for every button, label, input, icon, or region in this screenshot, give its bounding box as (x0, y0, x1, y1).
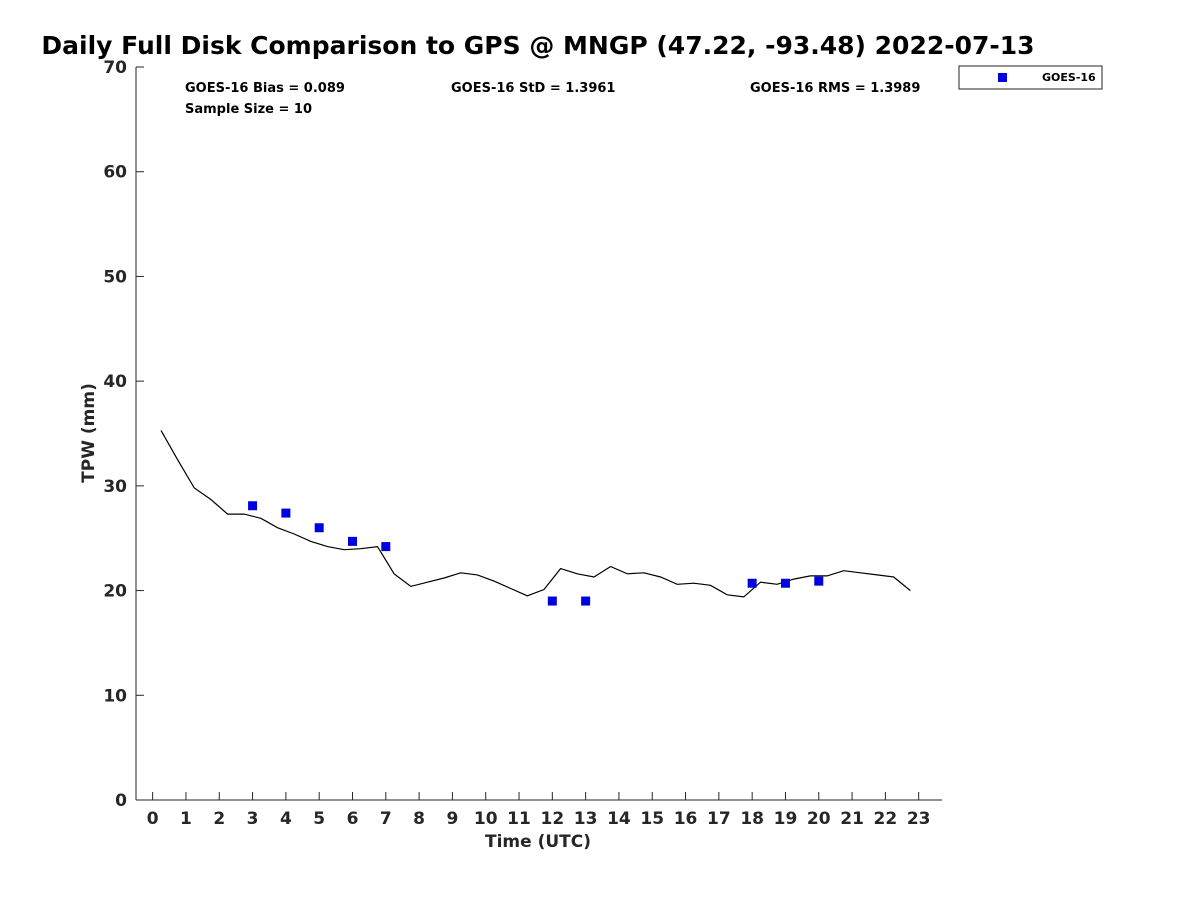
goes16-point (248, 501, 258, 511)
x-tick-label: 21 (840, 809, 864, 829)
x-tick-label: 2 (213, 809, 225, 829)
x-tick-label: 23 (907, 809, 931, 829)
x-tick-label: 7 (380, 809, 392, 829)
x-tick-label: 5 (313, 809, 325, 829)
x-tick-label: 15 (640, 809, 664, 829)
x-tick-label: 0 (147, 809, 159, 829)
goes16-point (347, 536, 357, 546)
stats-annotations: GOES-16 Bias = 0.089 GOES-16 StD = 1.396… (185, 81, 920, 117)
x-tick-label: 8 (413, 809, 425, 829)
sample-size-stat: Sample Size = 10 (185, 102, 312, 117)
goes16-point (547, 596, 557, 606)
y-tick-label: 0 (115, 791, 127, 811)
x-tick-label: 9 (446, 809, 458, 829)
x-tick-label: 10 (474, 809, 498, 829)
y-tick-label: 70 (103, 58, 127, 78)
goes16-point (581, 596, 591, 606)
goes16-point (281, 508, 291, 518)
y-ticks: 0 10 20 30 40 50 60 70 (103, 58, 144, 811)
x-tick-label: 17 (707, 809, 731, 829)
x-tick-label: 20 (807, 809, 831, 829)
legend-marker-goes16 (998, 73, 1007, 82)
bias-stat: GOES-16 Bias = 0.089 (185, 81, 345, 96)
x-tick-label: 14 (607, 809, 631, 829)
y-tick-label: 50 (103, 267, 127, 287)
axes (135, 67, 942, 801)
std-stat: GOES-16 StD = 1.3961 (451, 81, 615, 96)
goes16-series-points (248, 501, 824, 606)
x-tick-label: 12 (540, 809, 564, 829)
y-axis-label: TPW (mm) (79, 383, 99, 483)
x-tick-label: 11 (507, 809, 531, 829)
x-ticks: 0 1 2 3 4 5 6 7 8 9 10 11 12 13 14 15 16 17 18 19 20 21 22 23 (147, 792, 931, 829)
y-tick-label: 30 (103, 477, 127, 497)
y-tick-label: 10 (103, 686, 127, 706)
legend: GOES-16 (958, 65, 1103, 90)
chart-title: Daily Full Disk Comparison to GPS @ MNGP… (41, 31, 1034, 60)
y-tick-label: 60 (103, 163, 127, 183)
plot-area (160, 430, 911, 606)
goes16-point (780, 578, 790, 588)
x-tick-label: 18 (740, 809, 764, 829)
x-tick-label: 6 (347, 809, 359, 829)
goes16-point (747, 578, 757, 588)
x-tick-label: 16 (674, 809, 698, 829)
y-tick-label: 20 (103, 582, 127, 602)
goes16-point (814, 576, 824, 586)
x-tick-label: 22 (874, 809, 898, 829)
y-tick-label: 40 (103, 372, 127, 392)
rms-stat: GOES-16 RMS = 1.3989 (750, 81, 920, 96)
gps-series-line (160, 430, 911, 598)
legend-box (958, 65, 1103, 90)
x-tick-label: 13 (574, 809, 598, 829)
x-tick-label: 3 (247, 809, 259, 829)
x-tick-label: 19 (774, 809, 798, 829)
x-tick-label: 4 (280, 809, 292, 829)
x-tick-label: 1 (180, 809, 192, 829)
legend-label-goes16: GOES-16 (1042, 71, 1096, 84)
goes16-point (314, 523, 324, 533)
x-axis-label: Time (UTC) (485, 832, 591, 852)
goes16-point (381, 542, 391, 552)
